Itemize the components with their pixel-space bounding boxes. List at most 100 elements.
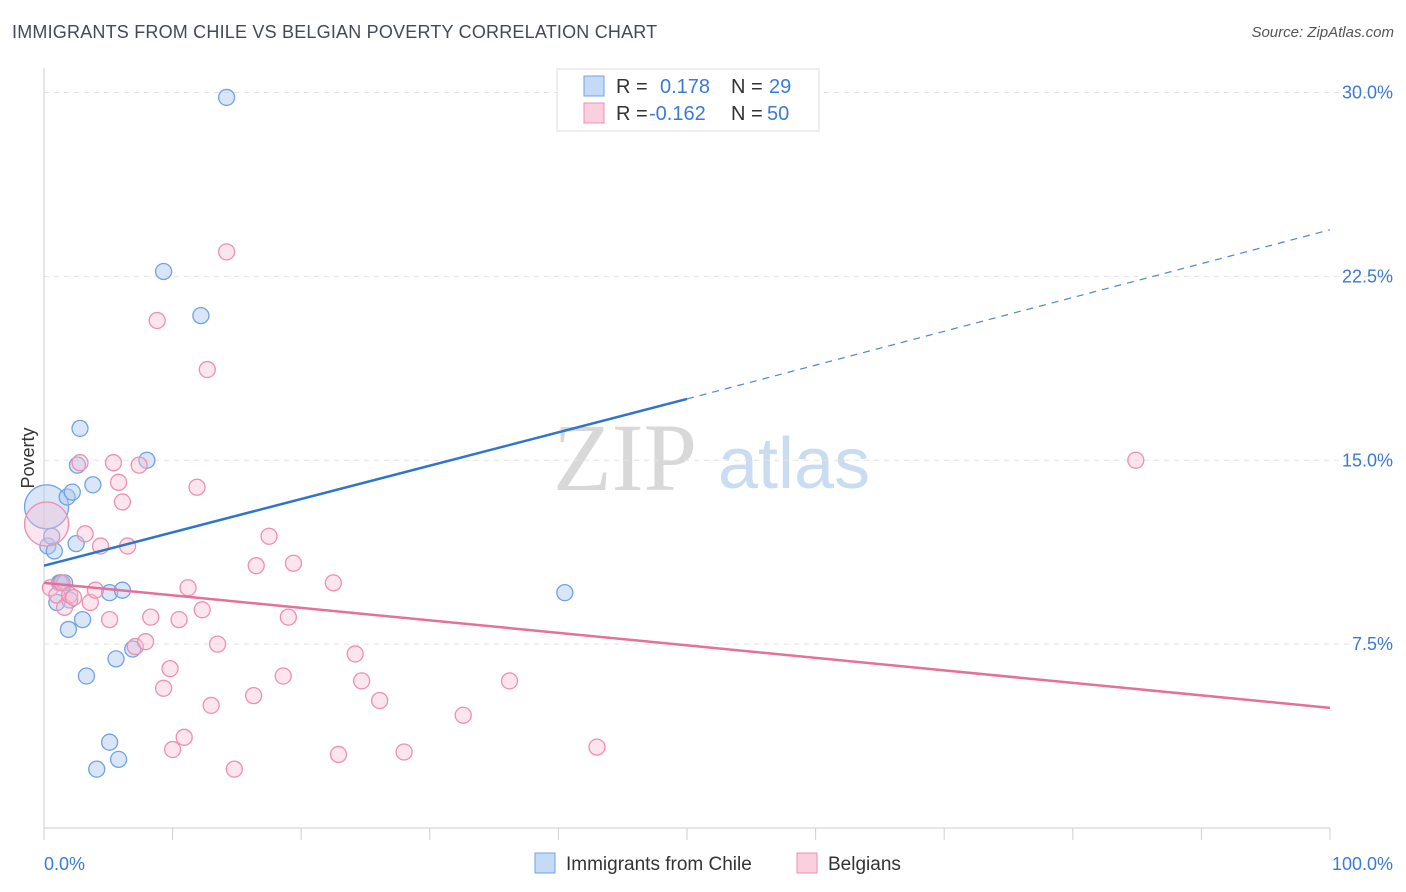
data-point bbox=[142, 608, 160, 626]
data-point bbox=[77, 667, 96, 685]
series-legend: Immigrants from Chile Belgians bbox=[534, 852, 901, 875]
y-tick-label: 22.5% bbox=[1342, 266, 1393, 286]
data-point bbox=[45, 542, 63, 560]
y-tick-label: 7.5% bbox=[1352, 634, 1393, 654]
data-point bbox=[161, 659, 179, 678]
data-point bbox=[202, 696, 220, 715]
y-tick-labels: 7.5% 15.0% 22.5% 30.0% bbox=[1342, 83, 1393, 655]
data-point bbox=[225, 760, 243, 778]
x-tick-label-min: 0.0% bbox=[44, 854, 85, 874]
gridlines bbox=[44, 92, 1392, 645]
y-tick-label: 15.0% bbox=[1342, 450, 1393, 470]
data-point bbox=[58, 488, 76, 506]
legend-n-label-chile: N = bbox=[731, 76, 763, 98]
watermark-atlas: atlas bbox=[718, 424, 870, 504]
data-point bbox=[198, 360, 216, 379]
legend-swatch-belgians bbox=[583, 102, 605, 124]
data-point bbox=[188, 478, 206, 496]
legend-r-label-chile: R = bbox=[616, 76, 648, 98]
x-ticks bbox=[43, 828, 1331, 840]
data-point bbox=[500, 672, 519, 690]
data-point bbox=[247, 557, 265, 575]
data-point bbox=[260, 527, 278, 545]
data-point bbox=[329, 745, 348, 764]
data-point bbox=[76, 525, 94, 543]
legend-r-value-belgians: -0.162 bbox=[649, 103, 706, 125]
trend-line-chile-extension bbox=[686, 229, 1331, 400]
legend-n-label-belgians: N = bbox=[731, 103, 763, 125]
data-point bbox=[170, 610, 188, 629]
data-point bbox=[274, 667, 292, 685]
data-point bbox=[68, 456, 87, 474]
legend-n-value-chile: 29 bbox=[769, 76, 791, 98]
data-point bbox=[217, 243, 236, 261]
legend-r-label-belgians: R = bbox=[616, 103, 648, 125]
legend-n-value-belgians: 50 bbox=[767, 103, 789, 125]
watermark-zip: ZIP bbox=[553, 404, 697, 511]
data-point bbox=[279, 608, 297, 626]
data-point bbox=[556, 583, 574, 602]
chart-title: IMMIGRANTS FROM CHILE VS BELGIAN POVERTY… bbox=[12, 22, 658, 42]
data-point bbox=[104, 454, 123, 472]
data-point bbox=[107, 650, 125, 668]
data-point bbox=[370, 691, 389, 710]
correlation-legend: R = 0.178 N = 29 R = -0.162 N = 50 bbox=[556, 68, 820, 132]
data-point bbox=[100, 733, 119, 751]
data-point bbox=[88, 760, 106, 778]
data-point bbox=[148, 311, 166, 330]
bottom-legend-label-belgians: Belgians bbox=[828, 854, 901, 875]
legend-r-value-chile: 0.178 bbox=[660, 76, 710, 98]
data-point bbox=[124, 640, 142, 658]
data-point bbox=[244, 686, 263, 705]
data-point bbox=[154, 679, 173, 697]
x-tick-label-max: 100.0% bbox=[1332, 854, 1393, 874]
data-point bbox=[71, 419, 89, 438]
bottom-legend-label-chile: Immigrants from Chile bbox=[566, 854, 752, 875]
data-point bbox=[23, 484, 70, 530]
data-point bbox=[154, 262, 173, 281]
data-point bbox=[163, 740, 182, 759]
data-point bbox=[109, 750, 128, 769]
data-point bbox=[346, 645, 364, 663]
bottom-legend-swatch-chile bbox=[534, 852, 556, 874]
bottom-legend-swatch-belgians bbox=[796, 852, 818, 874]
trend-line-chile bbox=[43, 397, 688, 567]
data-point bbox=[179, 579, 197, 597]
series-belgians bbox=[23, 243, 1145, 778]
data-point bbox=[136, 633, 155, 651]
data-point bbox=[84, 476, 102, 494]
trend-line-belgians bbox=[43, 581, 1331, 710]
data-point bbox=[352, 672, 371, 690]
data-point bbox=[64, 588, 83, 607]
data-point bbox=[100, 610, 119, 629]
data-point bbox=[284, 554, 303, 572]
source-label: Source: ZipAtlas.com bbox=[1251, 24, 1394, 41]
data-point bbox=[23, 501, 70, 547]
data-point bbox=[192, 306, 210, 325]
y-tick-label: 30.0% bbox=[1342, 83, 1393, 103]
legend-swatch-chile bbox=[583, 75, 605, 97]
data-point bbox=[73, 610, 92, 629]
data-point bbox=[395, 743, 413, 761]
data-point bbox=[126, 637, 144, 656]
data-point bbox=[588, 738, 606, 756]
data-point bbox=[130, 456, 148, 474]
series-immigrants-from-chile bbox=[23, 88, 574, 778]
data-point bbox=[63, 483, 81, 501]
data-point bbox=[71, 454, 89, 472]
trend-lines bbox=[43, 229, 1331, 710]
data-point bbox=[59, 620, 78, 639]
data-point bbox=[1127, 451, 1145, 469]
data-point bbox=[86, 581, 105, 599]
data-point bbox=[113, 493, 132, 511]
data-point bbox=[193, 601, 211, 619]
data-point bbox=[109, 473, 128, 491]
data-point bbox=[217, 88, 236, 107]
data-point bbox=[324, 574, 343, 592]
data-point bbox=[43, 527, 61, 545]
data-point bbox=[175, 728, 193, 746]
y-axis-title: Poverty bbox=[18, 427, 38, 488]
data-point bbox=[454, 706, 472, 724]
data-point bbox=[208, 635, 227, 653]
